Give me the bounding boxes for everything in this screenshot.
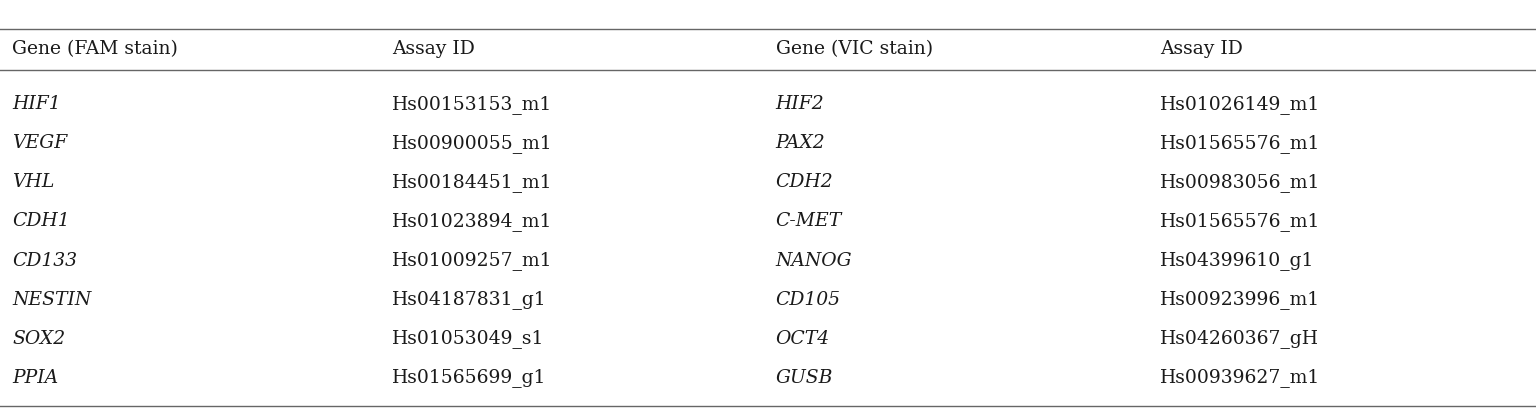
Text: Assay ID: Assay ID xyxy=(392,40,475,59)
Text: NESTIN: NESTIN xyxy=(12,291,92,309)
Text: C-MET: C-MET xyxy=(776,213,842,230)
Text: Hs01565699_g1: Hs01565699_g1 xyxy=(392,368,547,388)
Text: OCT4: OCT4 xyxy=(776,330,829,348)
Text: PAX2: PAX2 xyxy=(776,134,825,152)
Text: HIF2: HIF2 xyxy=(776,95,825,113)
Text: GUSB: GUSB xyxy=(776,369,833,387)
Text: Hs01009257_m1: Hs01009257_m1 xyxy=(392,251,551,270)
Text: Hs00184451_m1: Hs00184451_m1 xyxy=(392,173,551,192)
Text: CDH2: CDH2 xyxy=(776,173,834,191)
Text: Hs01023894_m1: Hs01023894_m1 xyxy=(392,212,551,231)
Text: Hs00153153_m1: Hs00153153_m1 xyxy=(392,94,551,114)
Text: Gene (VIC stain): Gene (VIC stain) xyxy=(776,40,932,59)
Text: Hs04260367_gH: Hs04260367_gH xyxy=(1160,329,1319,349)
Text: CD133: CD133 xyxy=(12,252,77,269)
Text: Hs00939627_m1: Hs00939627_m1 xyxy=(1160,368,1319,388)
Text: Hs00923996_m1: Hs00923996_m1 xyxy=(1160,290,1319,309)
Text: Assay ID: Assay ID xyxy=(1160,40,1243,59)
Text: Hs01053049_s1: Hs01053049_s1 xyxy=(392,329,544,349)
Text: VHL: VHL xyxy=(12,173,55,191)
Text: Hs04187831_g1: Hs04187831_g1 xyxy=(392,290,547,309)
Text: PPIA: PPIA xyxy=(12,369,58,387)
Text: Hs00900055_m1: Hs00900055_m1 xyxy=(392,133,553,153)
Text: Hs01565576_m1: Hs01565576_m1 xyxy=(1160,133,1319,153)
Text: CDH1: CDH1 xyxy=(12,213,71,230)
Text: Hs01565576_m1: Hs01565576_m1 xyxy=(1160,212,1319,231)
Text: SOX2: SOX2 xyxy=(12,330,66,348)
Text: Hs00983056_m1: Hs00983056_m1 xyxy=(1160,173,1319,192)
Text: CD105: CD105 xyxy=(776,291,840,309)
Text: Hs01026149_m1: Hs01026149_m1 xyxy=(1160,94,1319,114)
Text: NANOG: NANOG xyxy=(776,252,852,269)
Text: Gene (FAM stain): Gene (FAM stain) xyxy=(12,40,178,59)
Text: VEGF: VEGF xyxy=(12,134,68,152)
Text: Hs04399610_g1: Hs04399610_g1 xyxy=(1160,251,1315,270)
Text: HIF1: HIF1 xyxy=(12,95,61,113)
